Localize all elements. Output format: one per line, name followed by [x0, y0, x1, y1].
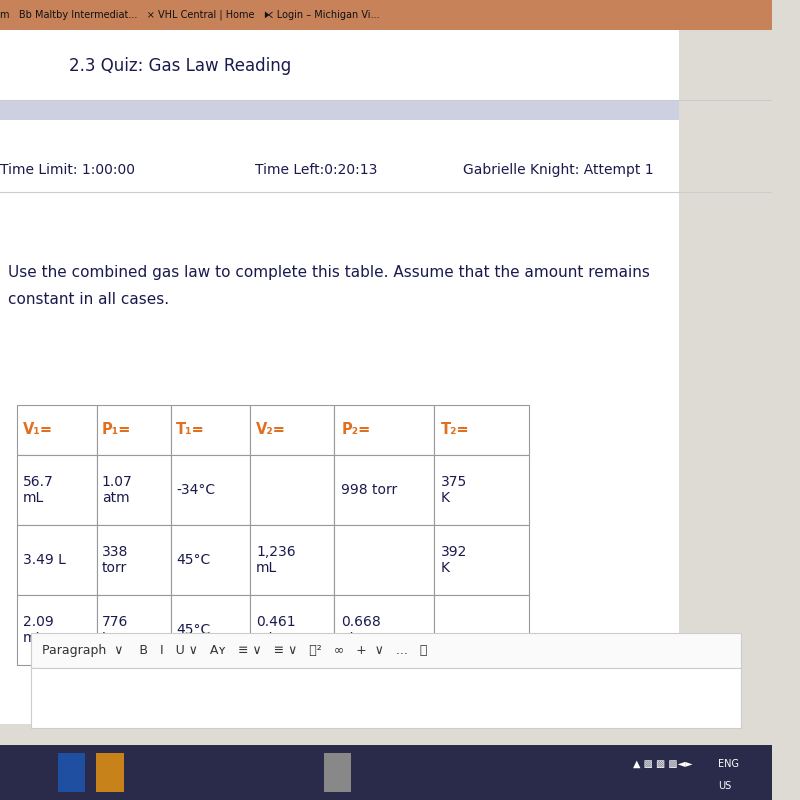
- Text: 2.3 Quiz: Gas Law Reading: 2.3 Quiz: Gas Law Reading: [70, 58, 292, 75]
- Text: Gabrielle Knight: Attempt 1: Gabrielle Knight: Attempt 1: [463, 162, 654, 177]
- Bar: [31, 633, 741, 668]
- Text: 45°C: 45°C: [176, 553, 210, 567]
- Bar: [18, 595, 97, 665]
- Bar: [334, 455, 434, 525]
- Bar: [0, 100, 772, 120]
- Text: 375
K: 375 K: [441, 474, 467, 506]
- Text: Time Left:0:20:13: Time Left:0:20:13: [254, 162, 377, 177]
- Text: 0.668
atm: 0.668 atm: [342, 614, 381, 646]
- Text: P₁=: P₁=: [102, 422, 131, 438]
- Bar: [250, 405, 334, 455]
- Bar: [18, 455, 97, 525]
- Bar: [434, 455, 529, 525]
- Bar: [434, 595, 529, 665]
- Text: T₂=: T₂=: [441, 422, 470, 438]
- Text: m   Bb Maltby Intermediat...   ⨯ VHL Central | Home   ⧔ Login – Michigan Vi...: m Bb Maltby Intermediat... ⨯ VHL Central…: [0, 10, 379, 21]
- Text: 1,236
mL: 1,236 mL: [256, 545, 295, 575]
- Bar: [97, 754, 123, 792]
- Bar: [250, 595, 334, 665]
- Bar: [324, 754, 351, 792]
- Bar: [97, 595, 170, 665]
- Text: 56.7
mL: 56.7 mL: [23, 474, 54, 506]
- Bar: [679, 30, 772, 724]
- Text: 2.09
mL: 2.09 mL: [23, 614, 54, 646]
- Bar: [434, 525, 529, 595]
- Bar: [0, 745, 772, 800]
- Bar: [97, 525, 170, 595]
- Bar: [58, 754, 85, 792]
- Text: P₂=: P₂=: [342, 422, 370, 438]
- Bar: [0, 0, 772, 30]
- Text: V₁=: V₁=: [23, 422, 53, 438]
- Text: Time Limit: 1:00:00: Time Limit: 1:00:00: [0, 162, 135, 177]
- Bar: [334, 595, 434, 665]
- Bar: [334, 525, 434, 595]
- Text: ▲ ▩ ▩ ▩◄►: ▲ ▩ ▩ ▩◄►: [633, 759, 693, 770]
- Bar: [334, 405, 434, 455]
- Text: Paragraph  ∨    B   I   U ∨   Aʏ   ≡ ∨   ≡ ∨   ⧉²   ∞   +  ∨   ...   ⤢: Paragraph ∨ B I U ∨ Aʏ ≡ ∨ ≡ ∨ ⧉² ∞ + ∨ …: [42, 644, 428, 657]
- Bar: [18, 525, 97, 595]
- Text: constant in all cases.: constant in all cases.: [8, 293, 169, 307]
- Bar: [18, 405, 97, 455]
- Text: 338
torr: 338 torr: [102, 545, 128, 575]
- Bar: [97, 405, 170, 455]
- Text: 392
K: 392 K: [441, 545, 467, 575]
- Bar: [250, 525, 334, 595]
- Bar: [97, 455, 170, 525]
- Text: T₁=: T₁=: [176, 422, 205, 438]
- Text: -34°C: -34°C: [176, 483, 215, 497]
- Text: 3.49 L: 3.49 L: [23, 553, 66, 567]
- Text: V₂=: V₂=: [256, 422, 286, 438]
- Bar: [0, 30, 772, 724]
- Text: 45°C: 45°C: [176, 623, 210, 637]
- Text: ENG: ENG: [718, 759, 739, 770]
- Text: Use the combined gas law to complete this table. Assume that the amount remains: Use the combined gas law to complete thi…: [8, 265, 650, 279]
- Text: 998 torr: 998 torr: [342, 483, 398, 497]
- Bar: [170, 405, 250, 455]
- Bar: [170, 455, 250, 525]
- Text: 776
torr: 776 torr: [102, 614, 128, 646]
- Text: 1.07
atm: 1.07 atm: [102, 474, 133, 506]
- Bar: [434, 405, 529, 455]
- Bar: [250, 455, 334, 525]
- Bar: [170, 525, 250, 595]
- Text: 0.461
mL: 0.461 mL: [256, 614, 295, 646]
- Bar: [170, 595, 250, 665]
- Bar: [31, 668, 741, 728]
- Text: US: US: [718, 782, 731, 791]
